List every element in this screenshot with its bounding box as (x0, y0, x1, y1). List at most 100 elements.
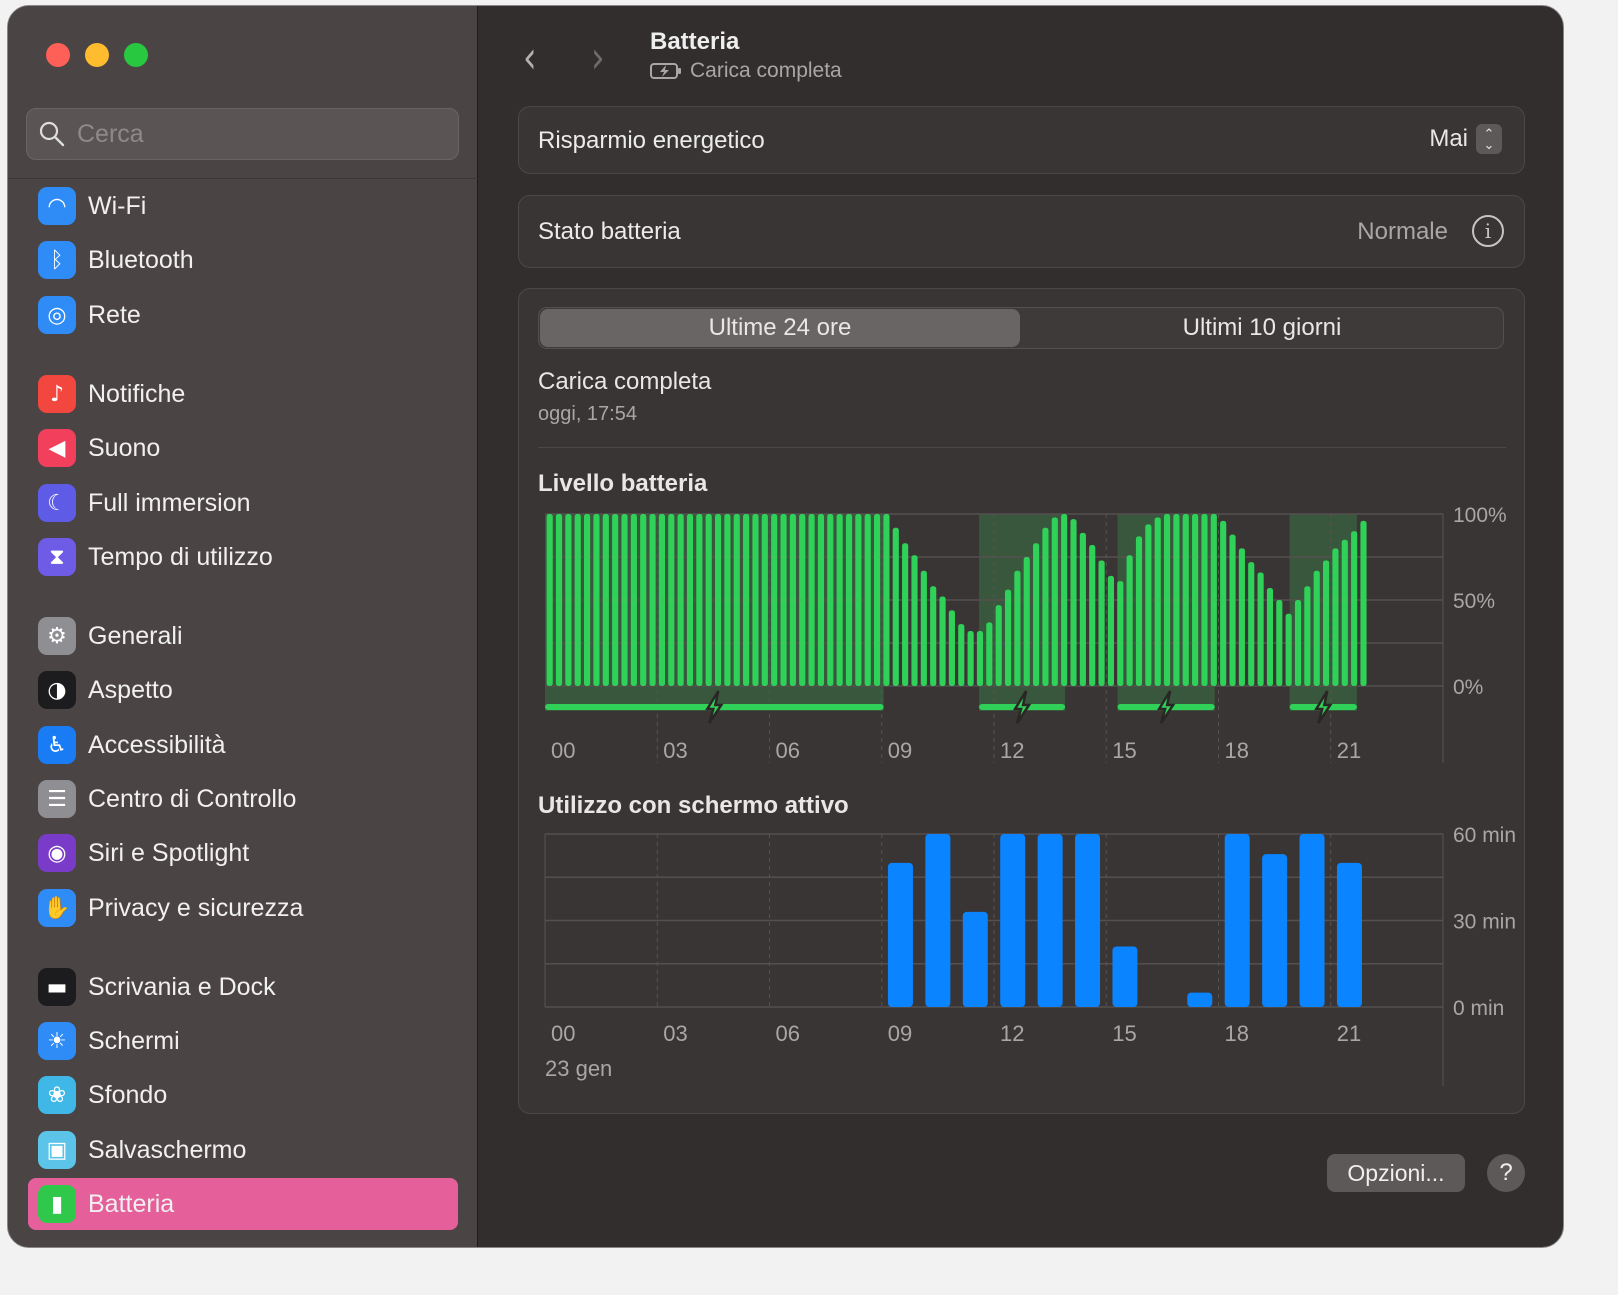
sidebar-item-rete[interactable]: ◎ Rete (28, 289, 458, 341)
battery-bar (1004, 589, 1012, 686)
battery-health-value: Normale (1357, 218, 1448, 245)
battery-bar (986, 622, 993, 686)
battery-bar (1285, 613, 1292, 686)
sidebar-item-sfondo[interactable]: ❀ Sfondo (28, 1069, 458, 1121)
siri-icon: ◉ (38, 834, 76, 872)
sidebar-item-label: Rete (88, 300, 141, 329)
usage-bar (925, 834, 951, 1007)
sidebar-item-scrivania-e-dock[interactable]: ▬ Scrivania e Dock (28, 961, 458, 1013)
x-tick-label: 00 (551, 738, 575, 763)
sidebar-item-schermi[interactable]: ☀ Schermi (28, 1015, 458, 1067)
x-tick-label: 06 (776, 1021, 800, 1046)
sidebar-item-full-immersion[interactable]: ☾ Full immersion (28, 477, 458, 529)
battery-bar (1107, 575, 1115, 686)
battery-bar (705, 514, 712, 686)
charge-status: Carica completa (538, 368, 712, 395)
battery-bar (1182, 514, 1189, 686)
options-button[interactable]: Opzioni... (1327, 1154, 1465, 1192)
hourglass-icon: ⧗ (38, 538, 76, 576)
battery-bar (1061, 514, 1068, 686)
bell-icon: ♪ (38, 375, 76, 413)
tab-last-10-days[interactable]: Ultimi 10 giorni (1182, 314, 1342, 341)
battery-bar (1266, 587, 1274, 686)
battery-level-title: Livello batteria (538, 470, 708, 497)
sidebar: Cerca ◠ Wi-Fi ᛒ Bluetooth ◎ Rete ♪ Notifiche ◀ Su… (8, 6, 478, 1247)
chevron-updown-icon: ⌃ ⌄ (1476, 124, 1502, 154)
sidebar-item-label: Privacy e sicurezza (88, 893, 304, 922)
globe-icon: ◎ (38, 296, 76, 334)
info-icon[interactable]: i (1472, 215, 1504, 247)
battery-bar (677, 514, 684, 686)
close-button[interactable] (46, 43, 70, 67)
y-tick-label: 60 min (1453, 824, 1516, 847)
help-button[interactable]: ? (1487, 1154, 1525, 1192)
battery-bar (1079, 532, 1086, 686)
search-input[interactable]: Cerca (26, 108, 459, 160)
zoom-button[interactable] (124, 43, 148, 67)
sidebar-item-suono[interactable]: ◀ Suono (28, 422, 458, 474)
battery-bar (1313, 570, 1320, 686)
x-tick-label: 00 (551, 1021, 575, 1046)
charge-time: oggi, 17:54 (538, 403, 637, 425)
sidebar-item-centro-di-controllo[interactable]: ☰ Centro di Controllo (28, 773, 458, 825)
sun-icon: ☀ (38, 1022, 76, 1060)
x-tick-label: 18 (1225, 1021, 1249, 1046)
sidebar-item-accessibilit-[interactable]: ♿ Accessibilità (28, 719, 458, 771)
battery-health-label: Stato batteria (538, 218, 681, 245)
flower-icon: ❀ (38, 1076, 76, 1114)
sidebar-item-wi-fi[interactable]: ◠ Wi-Fi (28, 180, 458, 232)
sidebar-item-generali[interactable]: ⚙ Generali (28, 610, 458, 662)
usage-bar (1000, 834, 1026, 1007)
settings-window: Cerca ◠ Wi-Fi ᛒ Bluetooth ◎ Rete ♪ Notifiche ◀ Su… (7, 5, 1564, 1248)
forward-button[interactable]: › (591, 32, 605, 84)
sidebar-item-label: Bluetooth (88, 245, 194, 274)
sidebar-item-label: Centro di Controllo (88, 784, 297, 813)
battery-bar (1294, 600, 1302, 686)
battery-bar (649, 514, 656, 686)
battery-bar (902, 543, 909, 686)
battery-bar (1089, 544, 1096, 686)
x-tick-label: 21 (1337, 1021, 1361, 1046)
usage-bar (1075, 834, 1101, 1007)
x-tick-label: 12 (1000, 738, 1024, 763)
battery-bar (873, 514, 881, 686)
x-tick-label: 18 (1225, 738, 1249, 763)
lightning-icon (1314, 690, 1333, 724)
minimize-button[interactable] (85, 43, 109, 67)
accessibility-icon: ♿ (38, 726, 76, 764)
charging-shade (979, 514, 1066, 711)
sidebar-item-bluetooth[interactable]: ᛒ Bluetooth (28, 234, 458, 286)
battery-bar (995, 605, 1002, 686)
x-tick-label: 03 (663, 738, 687, 763)
tab-last-24-hours[interactable]: Ultime 24 ore (540, 309, 1020, 347)
battery-bar (724, 514, 731, 686)
sidebar-item-salvaschermo[interactable]: ▣ Salvaschermo (28, 1124, 458, 1176)
wifi-icon: ◠ (38, 187, 76, 225)
battery-bar (1220, 520, 1227, 686)
battery-bar (584, 514, 591, 686)
sidebar-item-aspetto[interactable]: ◑ Aspetto (28, 664, 458, 716)
battery-bar (1014, 570, 1021, 686)
sidebar-item-notifiche[interactable]: ♪ Notifiche (28, 368, 458, 420)
battery-bar (1023, 557, 1030, 686)
date-label: 23 gen (545, 1056, 613, 1081)
usage-bar (1037, 834, 1063, 1007)
battery-bar (668, 514, 675, 686)
sidebar-item-batteria[interactable]: ▮ Batteria (28, 1178, 458, 1230)
battery-bar (1248, 562, 1255, 686)
sidebar-item-label: Siri e Spotlight (88, 838, 250, 867)
sidebar-item-siri-e-spotlight[interactable]: ◉ Siri e Spotlight (28, 827, 458, 879)
sidebar-item-tempo-di-utilizzo[interactable]: ⧗ Tempo di utilizzo (28, 531, 458, 583)
battery-bar (612, 514, 619, 686)
sidebar-item-privacy-e-sicurezza[interactable]: ✋ Privacy e sicurezza (28, 882, 458, 934)
lightning-icon (1012, 690, 1032, 724)
battery-bar (565, 514, 572, 686)
sidebar-item-label: Salvaschermo (88, 1135, 247, 1164)
usage-bar (1224, 834, 1250, 1007)
moon-icon: ☾ (38, 484, 76, 522)
back-button[interactable]: ‹ (523, 32, 537, 84)
sidebar-item-label: Accessibilità (88, 730, 226, 759)
low-power-select[interactable]: Mai ⌃ ⌄ (1429, 124, 1502, 154)
y-tick-label: 100% (1453, 504, 1507, 527)
y-tick-label: 30 min (1453, 911, 1516, 934)
